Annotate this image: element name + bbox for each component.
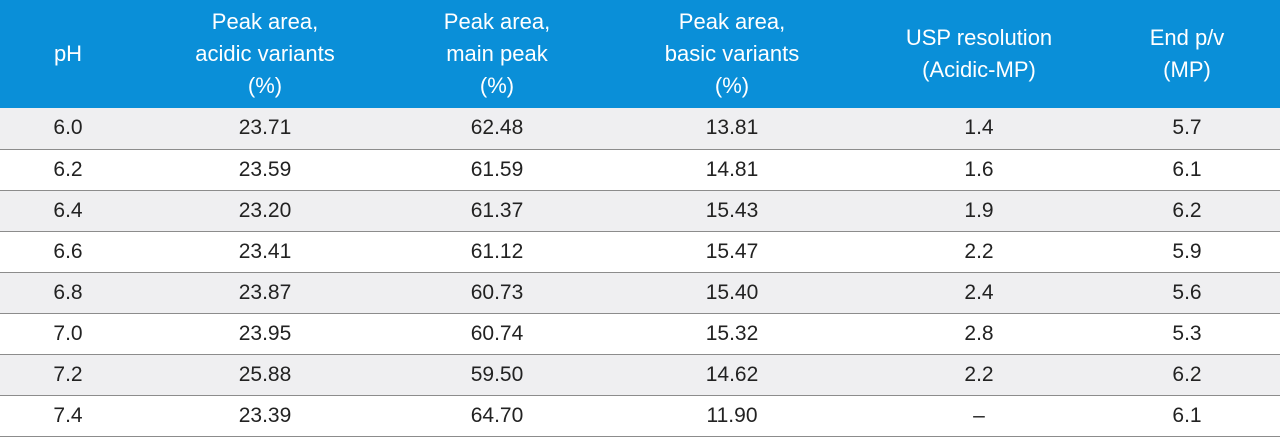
cell-ph: 6.8 (53, 280, 83, 304)
header-row: pH Peak area, acidic variants (%) Peak a… (0, 0, 1280, 108)
cell-ph: 7.2 (53, 362, 83, 386)
cell-acidic: 25.88 (238, 362, 292, 386)
table-row: 6.8 23.87 60.73 15.40 2.4 5.6 (0, 272, 1280, 313)
cell-basic: 13.81 (705, 116, 759, 140)
cell-basic: 15.40 (705, 280, 759, 304)
cell-basic: 14.62 (705, 362, 759, 386)
cell-basic: 15.43 (705, 198, 759, 222)
header-basic-variants: Peak area, basic variants (%) (600, 0, 864, 108)
header-line: Peak area, (443, 9, 551, 34)
cell-main: 61.59 (470, 157, 524, 181)
cell-main: 62.48 (470, 116, 524, 140)
cell-acidic: 23.41 (238, 239, 292, 263)
cell-end-pv: 6.2 (1172, 362, 1202, 386)
cell-end-pv: 5.6 (1172, 280, 1202, 304)
cell-end-pv: 6.1 (1172, 157, 1202, 181)
cell-end-pv: 5.3 (1172, 321, 1202, 345)
table-body: 6.0 23.71 62.48 13.81 1.4 5.7 6.2 23.59 … (0, 108, 1280, 436)
cell-ph: 7.0 (53, 321, 83, 345)
cell-acidic: 23.95 (238, 321, 292, 345)
header-ph: pH (0, 0, 136, 108)
header-line: Peak area, (678, 9, 786, 34)
cell-basic: 15.47 (705, 239, 759, 263)
table-row: 6.4 23.20 61.37 15.43 1.9 6.2 (0, 190, 1280, 231)
header-line: basic variants (664, 41, 800, 66)
cell-end-pv: 6.1 (1172, 403, 1202, 427)
cell-usp: 2.2 (964, 239, 994, 263)
header-line: Peak area, (211, 9, 319, 34)
table-row: 6.0 23.71 62.48 13.81 1.4 5.7 (0, 108, 1280, 149)
header-acidic-variants: Peak area, acidic variants (%) (136, 0, 394, 108)
cell-acidic: 23.39 (238, 403, 292, 427)
cell-usp: 2.4 (964, 280, 994, 304)
cell-basic: 14.81 (705, 157, 759, 181)
cell-usp: 2.2 (964, 362, 994, 386)
cell-ph: 7.4 (53, 403, 83, 427)
cell-main: 60.73 (470, 280, 524, 304)
header-main-peak: Peak area, main peak (%) (394, 0, 600, 108)
cell-main: 60.74 (470, 321, 524, 345)
cell-basic: 11.90 (706, 403, 758, 427)
table-header: pH Peak area, acidic variants (%) Peak a… (0, 0, 1280, 108)
cell-basic: 15.32 (705, 321, 759, 345)
header-line: main peak (446, 41, 548, 66)
cell-ph: 6.2 (53, 157, 83, 181)
cell-end-pv: 5.7 (1172, 116, 1202, 140)
header-usp-resolution: USP resolution (Acidic-MP) (864, 0, 1094, 108)
cell-ph: 6.0 (53, 116, 83, 140)
cell-ph: 6.4 (53, 198, 83, 222)
cell-usp: 1.6 (964, 157, 994, 181)
cell-acidic: 23.20 (238, 198, 292, 222)
cell-main: 61.12 (470, 239, 524, 263)
cell-ph: 6.6 (53, 239, 83, 263)
header-line: (Acidic-MP) (922, 57, 1036, 82)
table-row: 6.2 23.59 61.59 14.81 1.6 6.1 (0, 149, 1280, 190)
header-line: (%) (714, 73, 750, 98)
header-line: (%) (479, 73, 515, 98)
table-row: 7.2 25.88 59.50 14.62 2.2 6.2 (0, 354, 1280, 395)
cell-main: 64.70 (470, 403, 524, 427)
cell-acidic: 23.87 (238, 280, 292, 304)
cell-usp: 2.8 (964, 321, 994, 345)
header-line: End p/v (1149, 25, 1225, 50)
header-end-pv: End p/v (MP) (1094, 0, 1280, 108)
cell-end-pv: 5.9 (1172, 239, 1202, 263)
cell-main: 59.50 (470, 362, 524, 386)
cell-acidic: 23.59 (238, 157, 292, 181)
table-row: 6.6 23.41 61.12 15.47 2.2 5.9 (0, 231, 1280, 272)
header-line: pH (53, 41, 83, 66)
cell-acidic: 23.71 (238, 116, 292, 140)
table-row: 7.4 23.39 64.70 11.90 – 6.1 (0, 395, 1280, 436)
header-line: acidic variants (195, 41, 335, 66)
cell-usp: 1.4 (964, 116, 994, 140)
cell-end-pv: 6.2 (1172, 198, 1202, 222)
header-line: USP resolution (905, 25, 1053, 50)
header-line: (MP) (1163, 57, 1211, 82)
header-line: (%) (247, 73, 283, 98)
cell-usp: 1.9 (964, 198, 994, 222)
cell-usp: – (973, 403, 985, 427)
cell-main: 61.37 (470, 198, 524, 222)
table-row: 7.0 23.95 60.74 15.32 2.8 5.3 (0, 313, 1280, 354)
